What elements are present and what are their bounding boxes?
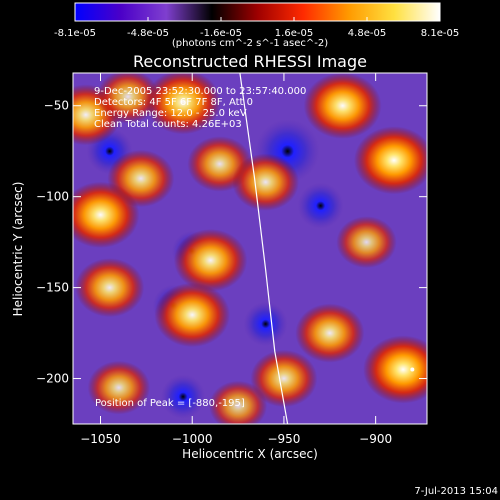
emission-source — [75, 258, 145, 318]
y-axis-title: Heliocentric Y (arcsec) — [11, 181, 25, 317]
emission-source — [154, 282, 231, 348]
emission-source — [173, 229, 248, 292]
x-tick-label: −950 — [267, 432, 300, 446]
emission-source — [145, 73, 221, 135]
colorbar-tick-label: -8.1e-05 — [54, 28, 96, 39]
negative-flux-region — [297, 182, 344, 229]
emission-source — [73, 181, 140, 248]
colorbar-gradient — [74, 2, 441, 22]
y-tick-label: −150 — [36, 281, 69, 295]
emission-source — [87, 360, 151, 415]
emission-source — [303, 73, 382, 139]
emission-source — [353, 126, 427, 195]
info-line-detectors: Detectors: 4F 5F 6F 7F 8F, Att 0 — [94, 97, 254, 108]
negative-flux-region — [160, 374, 206, 419]
info-line-counts: Clean Total counts: 4.26E+03 — [94, 119, 242, 130]
info-line-energy: Energy Range: 12.0 - 25.0 keV — [94, 108, 247, 119]
peak-marker — [410, 367, 415, 372]
emission-source — [363, 335, 427, 404]
info-line-time: 9-Dec-2005 23:52:30.000 to 23:57:40.000 — [94, 86, 307, 97]
emission-source — [232, 153, 299, 211]
emission-source — [96, 73, 160, 124]
timestamp: 7-Jul-2013 15:04 — [414, 486, 498, 497]
chart-title: Reconstructed RHESSI Image — [133, 52, 367, 71]
colorbar-tick-label: -1.6e-05 — [200, 28, 242, 39]
colorbar-tick-label: 1.6e-05 — [275, 28, 313, 39]
y-tick-label: −200 — [36, 372, 69, 386]
x-tick-label: −900 — [359, 432, 392, 446]
x-axis-title: Heliocentric X (arcsec) — [182, 447, 318, 461]
peak-position-label: Position of Peak = [-880,-195] — [95, 398, 245, 409]
x-tick-label: −1050 — [80, 432, 121, 446]
colorbar-tick-label: 4.8e-05 — [348, 28, 386, 39]
y-tick-label: −50 — [44, 99, 69, 113]
plot-frame — [72, 72, 428, 425]
solar-limb-curve — [239, 73, 289, 424]
image-area — [73, 73, 427, 424]
colorbar-tick-label: 8.1e-05 — [421, 28, 459, 39]
x-tick-label: −1000 — [172, 432, 213, 446]
emission-source — [250, 349, 318, 408]
colorbar-unit-label: (photons cm^-2 s^-1 asec^-2) — [171, 38, 329, 49]
emission-source — [209, 380, 268, 424]
colorbar-tick-label: -4.8e-05 — [127, 28, 169, 39]
observation-info: 9-Dec-2005 23:52:30.000 to 23:57:40.000 … — [94, 86, 306, 130]
emission-source — [336, 216, 397, 269]
emission-source — [295, 303, 365, 363]
y-tick-label: −100 — [36, 190, 69, 204]
negative-flux-region — [243, 301, 288, 347]
